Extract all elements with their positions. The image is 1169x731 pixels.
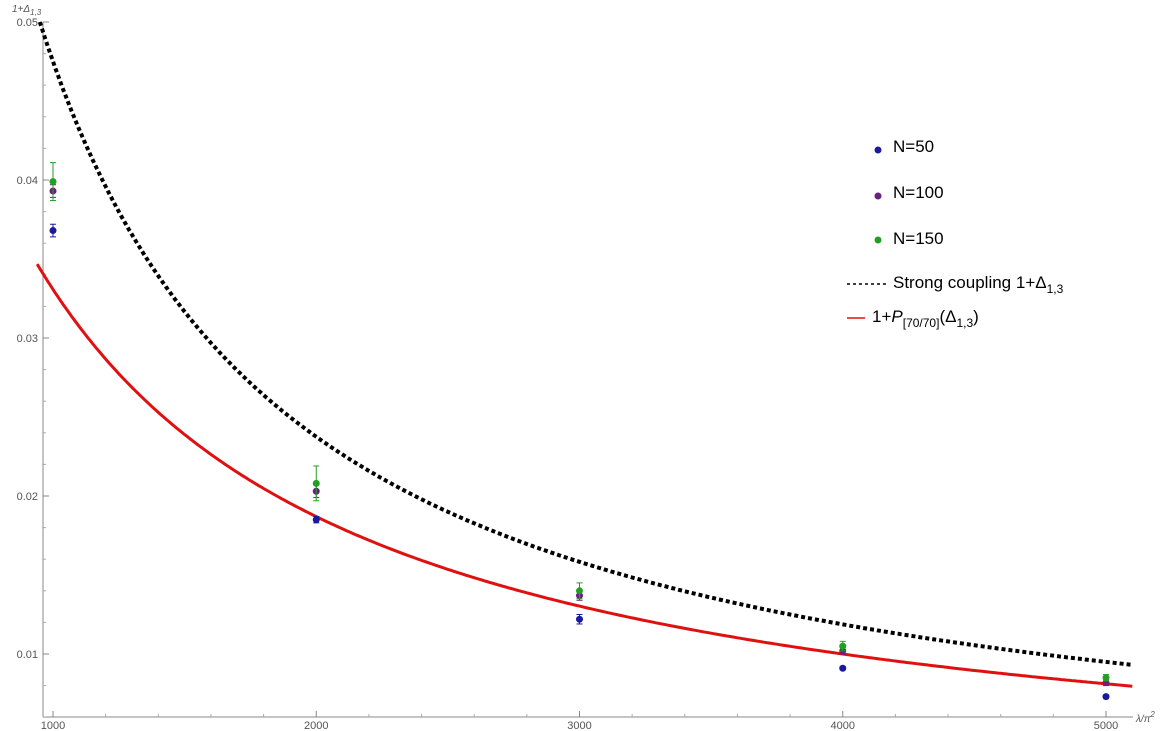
- legend-pade-delta: (Δ: [939, 307, 956, 326]
- y-axis-label: 1+Δ1,3: [12, 4, 42, 17]
- y-tick-label: 0.05: [17, 17, 38, 29]
- y-tick-label: 0.03: [17, 333, 38, 345]
- legend-strong-sub: 1,3: [1047, 282, 1064, 296]
- y-tick-label: 0.02: [17, 491, 38, 503]
- y-tick-label: 0.01: [17, 649, 38, 661]
- legend-marker-n100: [874, 192, 882, 200]
- legend-pade-sub: [70/70]: [903, 316, 940, 330]
- legend-marker-n50: [874, 146, 882, 154]
- x-axis-label-sup: 2: [1149, 710, 1155, 719]
- x-axis-label-main: λ/π: [1135, 714, 1151, 725]
- x-tick-label: 5000: [1094, 720, 1118, 731]
- data-point: [312, 479, 320, 487]
- legend-label-pade: 1+P[70/70](Δ1,3): [872, 307, 979, 330]
- legend-pade-close: ): [973, 307, 979, 326]
- x-tick-label: 2000: [304, 720, 328, 731]
- legend-pade-delta-sub: 1,3: [956, 316, 973, 330]
- legend: N=50 N=100 N=150 Strong coupling 1+Δ1,3 …: [847, 137, 1064, 330]
- data-point: [312, 516, 320, 524]
- x-tick-label: 1000: [41, 720, 65, 731]
- y-axis-label-main: 1+Δ: [12, 4, 30, 15]
- data-point: [576, 587, 583, 595]
- legend-label-n50: N=50: [893, 137, 934, 156]
- strong-coupling-curve: [37, 21, 1133, 667]
- axis-ticks: 1000 2000 3000 4000 5000 0.01 0.02 0.03 0.04 0.05: [17, 17, 1119, 731]
- data-point: [576, 615, 583, 623]
- legend-label-n100: N=100: [893, 183, 944, 202]
- x-tick-label: 4000: [831, 720, 855, 731]
- data-point: [49, 178, 57, 186]
- data-point: [1102, 674, 1110, 682]
- legend-pade-P: P: [891, 307, 903, 326]
- pade-curve: [35, 263, 1133, 688]
- data-point: [1102, 693, 1110, 701]
- legend-label-n150: N=150: [893, 229, 944, 248]
- data-point: [49, 227, 57, 235]
- data-points: [49, 162, 1110, 701]
- x-axis-label: λ/π2: [1135, 710, 1155, 725]
- legend-label-strong: Strong coupling 1+Δ1,3: [893, 273, 1064, 296]
- x-tick-label: 3000: [567, 720, 591, 731]
- legend-marker-n150: [874, 236, 882, 244]
- data-point: [839, 664, 847, 672]
- data-point: [839, 642, 847, 650]
- legend-strong-main: Strong coupling 1+Δ: [893, 273, 1047, 292]
- y-tick-label: 0.04: [17, 175, 38, 187]
- y-axis-label-sub: 1,3: [30, 8, 42, 17]
- legend-pade-prefix: 1+: [872, 307, 891, 326]
